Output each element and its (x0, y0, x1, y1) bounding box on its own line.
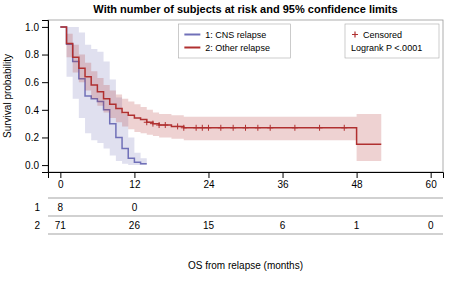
censor-mark (243, 125, 249, 131)
risk-count: 6 (280, 220, 286, 231)
censor-mark (150, 121, 156, 127)
y-tick: 0.6 (25, 77, 48, 88)
risk-count: 15 (203, 220, 215, 231)
x-tick: 36 (277, 172, 289, 190)
x-tick: 0 (58, 172, 64, 190)
y-tick-mark (42, 82, 48, 83)
x-tick-label: 36 (277, 179, 289, 190)
legend-swatch (184, 34, 200, 36)
x-tick: 48 (352, 172, 364, 190)
censor-mark (193, 125, 199, 131)
legend-label: Censored (363, 30, 402, 40)
x-tick-label: 48 (352, 179, 364, 190)
x-tick-mark (134, 172, 135, 178)
legend-swatch (184, 47, 200, 49)
confidence-band (60, 27, 381, 161)
censor-mark (317, 125, 323, 131)
censor-mark (292, 125, 298, 131)
x-tick-mark (283, 172, 284, 178)
y-tick: 0.2 (25, 132, 48, 143)
risk-row-label: 1 (34, 202, 40, 213)
y-tick-label: 0.4 (25, 105, 39, 116)
x-tick-mark (60, 172, 61, 178)
y-tick-label: 1.0 (25, 22, 39, 33)
risk-row-label: 2 (34, 220, 40, 231)
y-tick-label: 0.0 (25, 160, 39, 171)
censor-mark (267, 125, 273, 131)
x-tick-mark (431, 172, 432, 178)
risk-table: 1 8 0 2 71 26 15 6 1 0 (34, 198, 443, 234)
x-tick: 60 (426, 172, 438, 190)
legend-label: 2: Other relapse (205, 43, 270, 53)
legend-box (178, 24, 290, 58)
censor-mark (156, 122, 162, 128)
x-axis: 0 12 24 36 48 60 (49, 172, 444, 190)
annotation: Logrank P <.0001 (351, 43, 422, 53)
legend-swatch (352, 32, 358, 38)
x-tick-label: 12 (129, 179, 141, 190)
censor-mark (218, 125, 224, 131)
x-tick: 12 (129, 172, 141, 190)
censor-mark (181, 125, 187, 131)
y-tick-label: 0.6 (25, 77, 39, 88)
plot-frame (48, 20, 443, 172)
y-tick: 0.4 (25, 105, 48, 116)
y-axis-line (42, 21, 49, 173)
title: With number of subjects at risk and 95% … (93, 3, 397, 15)
x-tick-label: 60 (426, 179, 438, 190)
y-tick: 0.0 (25, 160, 48, 171)
chart: 012243648600.00.20.40.60.81.0With number… (0, 0, 455, 281)
risk-count: 0 (132, 202, 138, 213)
legend: 1: CNS relapse 2: Other relapse (178, 24, 290, 58)
y-tick-mark (42, 165, 48, 166)
risk-count: 0 (428, 220, 434, 231)
y-tick-mark (42, 110, 48, 111)
risk-count: 26 (129, 220, 141, 231)
censor-mark (255, 125, 261, 131)
y-axis: 0.0 0.2 0.4 0.6 0.8 1.0 (25, 21, 48, 173)
info-box: Censored Logrank P <.0001 (345, 24, 439, 58)
risk-count: 8 (58, 202, 64, 213)
y-axis-title: Survival probability (2, 54, 13, 138)
x-tick: 24 (203, 172, 215, 190)
legend-label: 1: CNS relapse (205, 30, 266, 40)
risk-count: 71 (55, 220, 67, 231)
y-tick: 1.0 (25, 22, 48, 33)
risk-table-rule (48, 198, 443, 199)
censor-mark (175, 123, 181, 129)
plot-data (60, 27, 381, 165)
x-tick-mark (208, 172, 209, 178)
y-tick-mark (42, 55, 48, 56)
censor-mark (341, 125, 347, 131)
y-tick-mark (42, 137, 48, 138)
risk-table-rule (48, 216, 443, 217)
x-tick-mark (357, 172, 358, 178)
censor-mark (199, 125, 205, 131)
censor-mark (144, 119, 150, 125)
y-tick-label: 0.2 (25, 132, 39, 143)
x-axis-title: OS from relapse (months) (188, 260, 303, 271)
censor-mark (162, 122, 168, 128)
info-box-frame (345, 24, 439, 58)
x-tick-label: 0 (58, 179, 64, 190)
censor-mark (230, 125, 236, 131)
x-tick-label: 24 (203, 179, 215, 190)
survival-line (60, 27, 381, 144)
y-tick-label: 0.8 (25, 49, 39, 60)
x-axis-line (49, 173, 444, 179)
y-tick-mark (42, 27, 48, 28)
risk-count: 1 (354, 220, 360, 231)
censor-mark (205, 125, 211, 131)
y-tick: 0.8 (25, 49, 48, 60)
risk-table-rule (48, 234, 443, 235)
